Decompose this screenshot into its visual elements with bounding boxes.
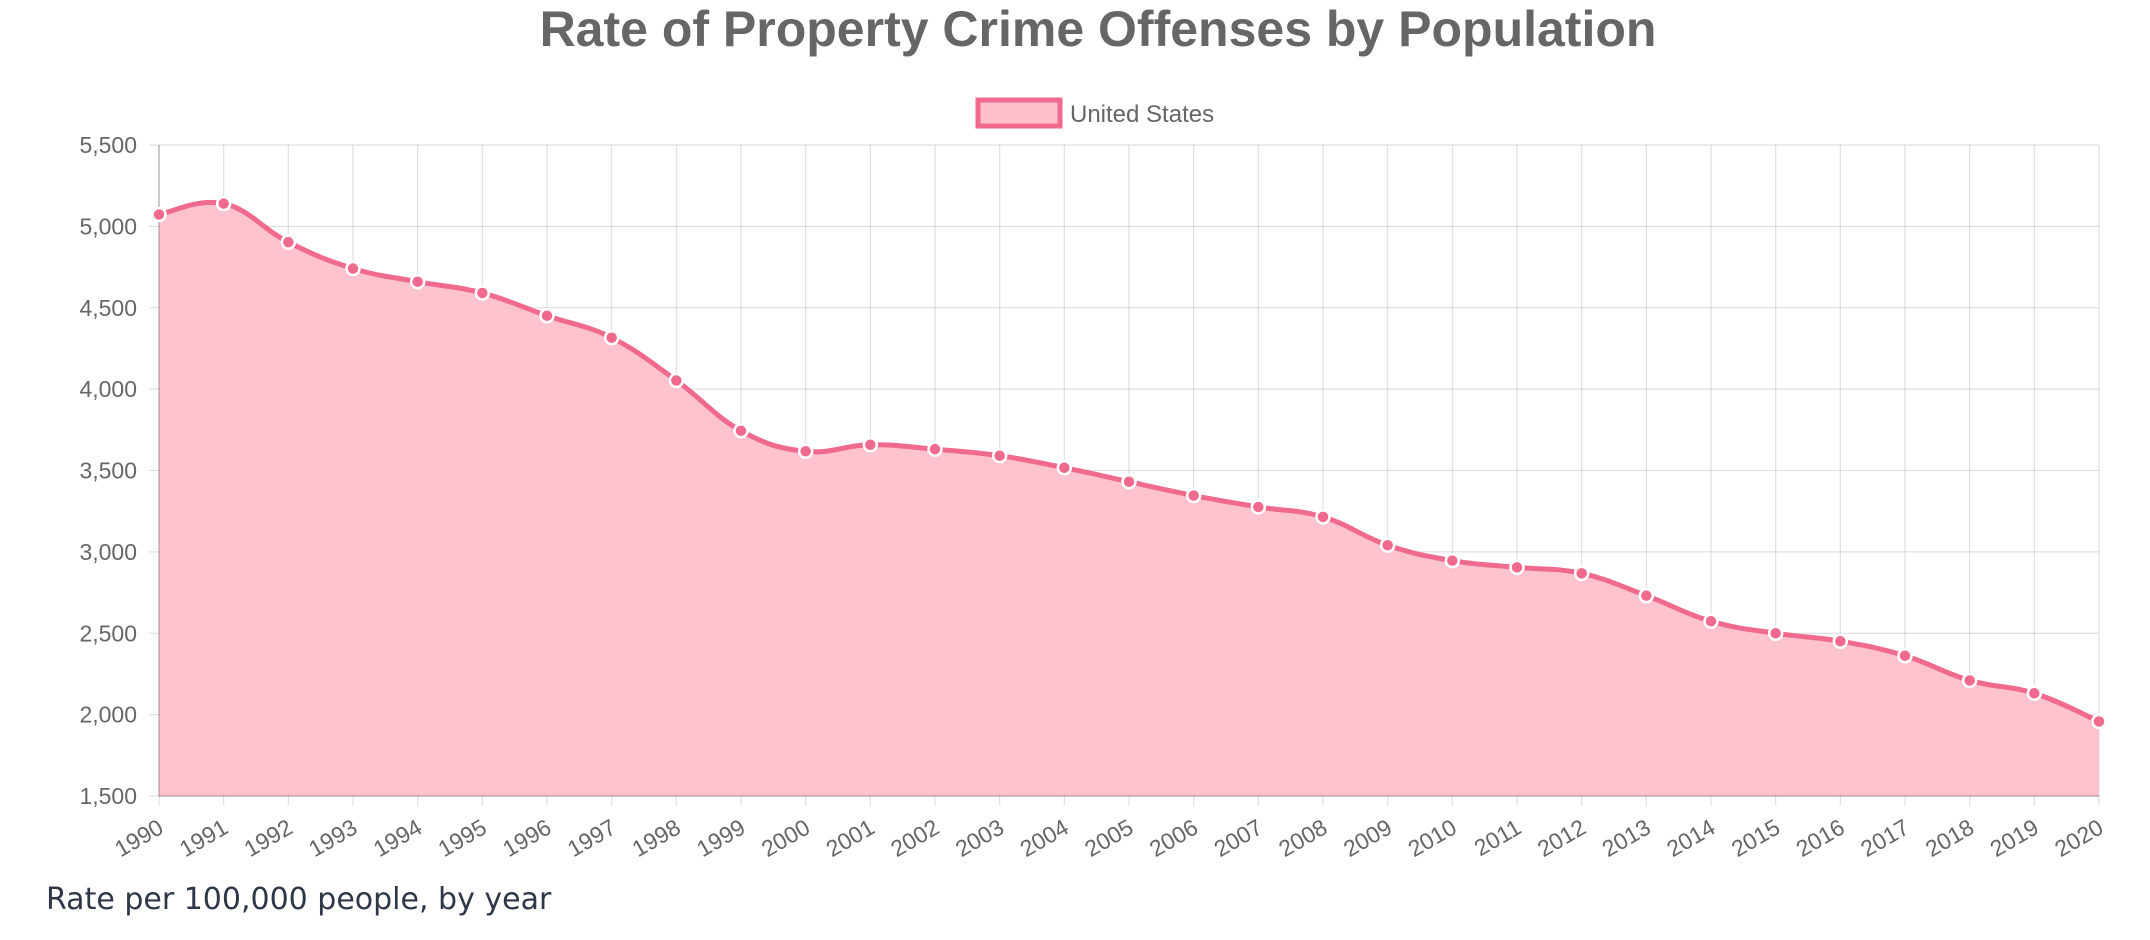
y-tick-label: 3,500 [79, 458, 137, 484]
x-tick-label: 2002 [886, 814, 943, 862]
data-point[interactable] [668, 372, 685, 389]
x-tick-label: 2004 [1016, 814, 1073, 862]
x-tick-label: 2016 [1792, 814, 1849, 862]
legend[interactable]: United States [975, 97, 1214, 129]
y-tick-label: 1,500 [79, 783, 137, 809]
x-tick-label: 2006 [1145, 814, 1202, 862]
x-tick-label: 1994 [369, 814, 426, 862]
data-point[interactable] [1056, 459, 1073, 476]
x-tick-label: 2009 [1339, 814, 1396, 862]
chart-title: Rate of Property Crime Offenses by Popul… [540, 1, 1657, 57]
legend-label: United States [1070, 101, 1214, 128]
x-tick-label: 2014 [1662, 814, 1719, 862]
x-axis: 1990 1991 1992 1993 1994 1995 1996 1997 1998 1999… [110, 814, 2107, 862]
x-tick-label: 2011 [1470, 814, 1526, 861]
y-tick-label: 2,500 [79, 620, 137, 646]
data-point[interactable] [1961, 672, 1978, 689]
data-point[interactable] [2091, 713, 2107, 730]
data-point[interactable] [409, 273, 426, 290]
x-tick-label: 2003 [951, 814, 1008, 862]
data-point[interactable] [539, 307, 555, 324]
data-point[interactable] [1509, 559, 1525, 576]
y-tick-label: 5,000 [79, 213, 137, 239]
data-point[interactable] [2026, 685, 2043, 702]
legend-swatch [975, 97, 1063, 129]
x-tick-label: 1996 [498, 814, 555, 862]
data-point[interactable] [474, 285, 491, 301]
data-point[interactable] [1573, 565, 1590, 582]
x-tick-label: 1995 [434, 814, 491, 862]
data-point[interactable] [991, 447, 1008, 464]
x-tick-label: 2012 [1533, 814, 1590, 862]
x-tick-label: 2013 [1598, 814, 1655, 862]
x-tick-label: 2000 [757, 814, 814, 862]
data-point[interactable] [215, 195, 232, 212]
data-point[interactable] [862, 437, 879, 453]
x-tick-label: 1999 [692, 814, 749, 862]
data-point[interactable] [151, 206, 167, 223]
data-point[interactable] [797, 443, 814, 460]
x-tick-label: 1990 [110, 814, 167, 862]
data-point[interactable] [1832, 633, 1849, 649]
data-point[interactable] [603, 329, 620, 346]
y-axis: 5,500 5,000 4,500 4,000 3,500 3,000 2,500 2,000… [79, 132, 137, 809]
data-point[interactable] [1185, 487, 1202, 504]
series-area [159, 202, 2099, 796]
x-tick-label: 2017 [1856, 814, 1913, 862]
x-tick-label: 2008 [1274, 814, 1331, 862]
x-tick-label: 2007 [1210, 814, 1267, 862]
x-tick-label: 2010 [1404, 814, 1461, 862]
x-tick-label: 1992 [240, 814, 297, 862]
chart-caption: Rate per 100,000 people, by year [46, 882, 552, 917]
y-tick-label: 3,000 [79, 539, 137, 565]
data-point[interactable] [733, 423, 749, 439]
x-tick-label: 2020 [2050, 814, 2107, 862]
chart-canvas: Rate of Property Crime Offenses by Popul… [79, 1, 2107, 862]
y-tick-label: 4,500 [79, 295, 137, 321]
x-tick-label: 2019 [1986, 814, 2043, 862]
data-point[interactable] [1638, 587, 1655, 604]
data-point[interactable] [1379, 537, 1396, 553]
x-tick-label: 1998 [628, 814, 685, 862]
data-point[interactable] [280, 234, 297, 250]
data-point[interactable] [1767, 625, 1784, 641]
x-tick-label: 2015 [1727, 814, 1784, 862]
data-point[interactable] [1444, 552, 1461, 569]
data-point[interactable] [1703, 613, 1719, 629]
data-point[interactable] [1315, 509, 1331, 525]
y-tick-label: 2,000 [79, 702, 137, 728]
x-tick-label: 1991 [175, 814, 232, 862]
x-tick-label: 1993 [304, 814, 361, 862]
y-tick-label: 5,500 [79, 132, 137, 158]
plot-area [151, 145, 2107, 797]
y-tick-label: 4,000 [79, 376, 137, 402]
x-tick-label: 2001 [822, 814, 879, 862]
data-point[interactable] [927, 441, 943, 457]
data-point[interactable] [1121, 473, 1137, 490]
x-tick-label: 1997 [563, 814, 620, 862]
data-point[interactable] [1250, 499, 1267, 515]
data-point[interactable] [1897, 647, 1913, 664]
x-tick-label: 2005 [1080, 814, 1137, 862]
data-point[interactable] [345, 260, 361, 277]
x-tick-label: 2018 [1921, 814, 1978, 862]
